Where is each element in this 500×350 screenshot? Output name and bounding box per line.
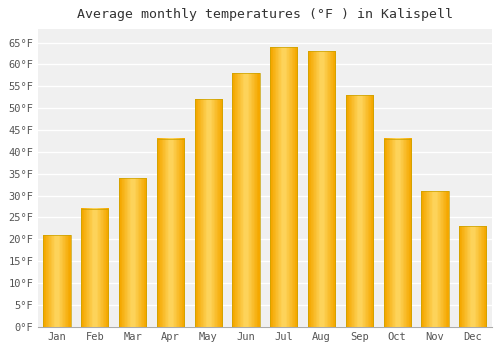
Bar [44,235,70,327]
Bar [422,191,448,327]
Bar [459,226,486,327]
Title: Average monthly temperatures (°F ) in Kalispell: Average monthly temperatures (°F ) in Ka… [77,8,453,21]
Bar [194,99,222,327]
Bar [270,47,297,327]
Bar [119,178,146,327]
Bar [82,209,108,327]
Bar [384,139,411,327]
Bar [232,73,260,327]
Bar [346,95,373,327]
Bar [308,51,335,327]
Bar [157,139,184,327]
